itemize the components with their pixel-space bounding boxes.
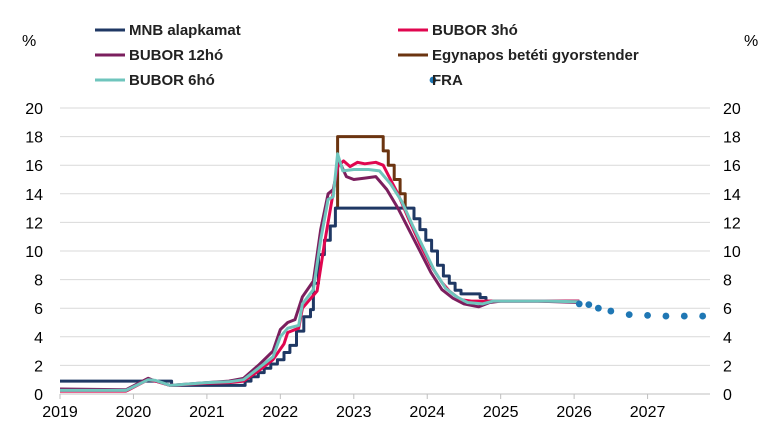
- y-unit-left: %: [22, 33, 36, 50]
- y-unit-right: %: [744, 33, 758, 50]
- y-tick-label-left: 18: [25, 130, 43, 147]
- y-tick-label-left: 6: [34, 301, 43, 318]
- series-layer: [59, 135, 707, 393]
- legend-label-fra: FRA: [432, 72, 463, 89]
- y-tick-label-right: 16: [723, 158, 741, 175]
- x-tick-label: 2022: [263, 404, 299, 421]
- x-tick-label: 2027: [630, 404, 666, 421]
- y-tick-label-left: 10: [25, 244, 43, 261]
- y-axis-left-ticks: 0 2 4 6 8 10 12 14 16 18 20: [25, 101, 43, 404]
- y-tick-label-right: 0: [723, 387, 732, 404]
- fra-point: [662, 312, 670, 320]
- y-tick-label-left: 2: [34, 358, 43, 375]
- y-tick-label-left: 14: [25, 187, 43, 204]
- x-tick-label: 2024: [409, 404, 445, 421]
- legend-label-egynapos-bet-ti-gyorstender: Egynapos betéti gyorstender: [432, 47, 639, 64]
- y-tick-label-right: 18: [723, 130, 741, 147]
- legend-label-bubor-6h-: BUBOR 6hó: [129, 72, 215, 89]
- y-tick-label-left: 12: [25, 215, 43, 232]
- y-tick-label-left: 4: [34, 330, 43, 347]
- y-tick-label-left: 8: [34, 273, 43, 290]
- fra-point: [699, 312, 707, 320]
- legend-label-bubor-12h-: BUBOR 12hó: [129, 47, 223, 64]
- legend-swatch-fra: [429, 76, 437, 84]
- y-axis-right-ticks: 0 2 4 6 8 10 12 14 16 18 20: [723, 101, 741, 404]
- series-line-egynapos-bet-ti-gyorstender: [335, 135, 407, 210]
- y-tick-label-right: 14: [723, 187, 741, 204]
- series-line-bubor-3h-: [60, 159, 580, 393]
- x-tick-label: 2025: [483, 404, 519, 421]
- y-tick-label-left: 0: [34, 387, 43, 404]
- x-tick-label: 2020: [116, 404, 152, 421]
- legend-label-mnb-alapkamat: MNB alapkamat: [129, 22, 241, 39]
- x-axis-ticks: 2019 2020 2021 2022 2023 2024 2025 2026 2027: [42, 394, 665, 421]
- x-tick-label: 2026: [556, 404, 592, 421]
- x-tick-label: 2019: [42, 404, 78, 421]
- y-tick-label-right: 2: [723, 358, 732, 375]
- fra-point: [644, 311, 651, 319]
- y-tick-label-right: 20: [723, 101, 741, 118]
- fra-point: [594, 304, 602, 312]
- legend-label-bubor-3h-: BUBOR 3hó: [432, 22, 518, 39]
- fra-point: [680, 312, 688, 320]
- y-tick-label-left: 20: [25, 101, 43, 118]
- x-tick-label: 2023: [336, 404, 372, 421]
- y-tick-label-right: 10: [723, 244, 741, 261]
- y-tick-label-right: 8: [723, 273, 732, 290]
- fra-point: [575, 300, 583, 308]
- y-tick-label-right: 12: [723, 215, 741, 232]
- y-tick-label-right: 6: [723, 301, 732, 318]
- fra-point: [607, 307, 615, 315]
- series-line-bubor-6h-: [60, 152, 580, 392]
- fra-point: [585, 301, 593, 309]
- y-tick-label-left: 16: [25, 158, 43, 175]
- fra-point: [625, 311, 633, 319]
- legend: MNB alapkamat BUBOR 3hó BUBOR 12hó Egynapos…: [95, 22, 639, 89]
- x-tick-label: 2021: [189, 404, 225, 421]
- y-tick-label-right: 4: [723, 330, 732, 347]
- gridlines: [60, 107, 710, 366]
